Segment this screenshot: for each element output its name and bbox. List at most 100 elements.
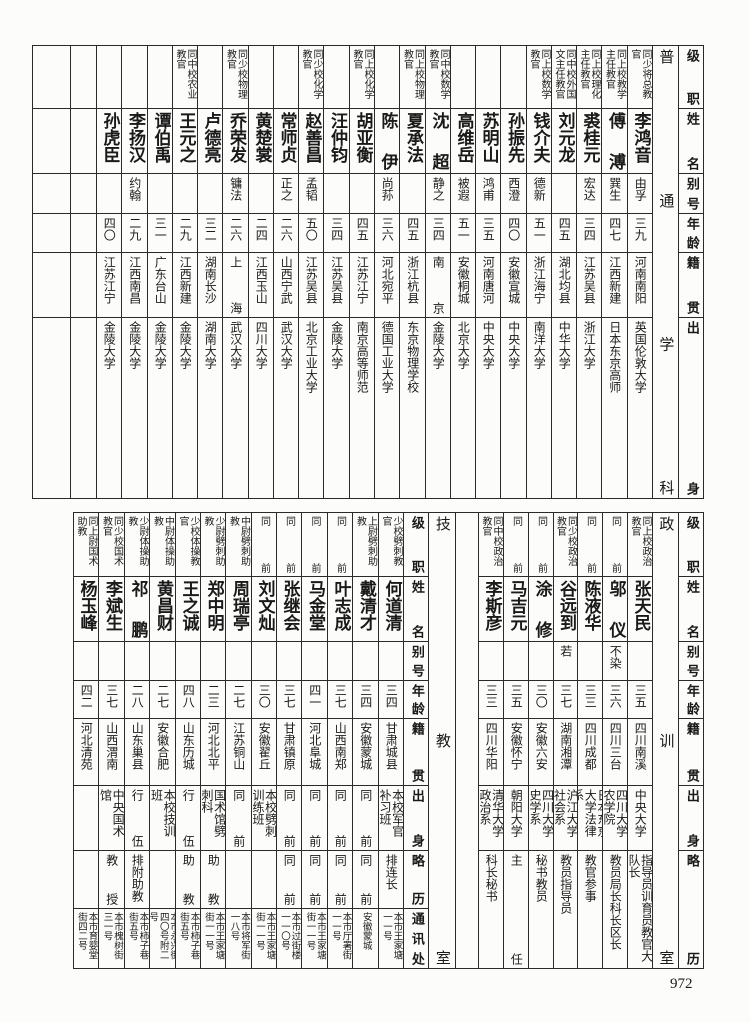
alias-cell: [197, 173, 223, 214]
native-place-cell: 江苏吴县: [576, 252, 602, 318]
name-cell: 何道清: [378, 576, 404, 642]
rank-cell-text: 少校劈刺教官: [380, 516, 402, 566]
education-cell-text: 武汉大学: [279, 321, 294, 369]
education-cell-text: 日本东京大学法律系: [577, 789, 603, 837]
name-cell: 赵善昌: [298, 108, 324, 174]
education-cell: 英国伦敦大学: [627, 317, 653, 499]
rank-cell: 少校劈刺教官: [378, 512, 404, 577]
empty-cell: [70, 213, 97, 253]
history-cell-text: 助教: [181, 854, 196, 905]
native-place-cell: 湖南湘潭: [553, 718, 578, 786]
section-title-text: 普通学科: [657, 49, 676, 495]
native-place-cell: 四川华阳: [478, 718, 504, 786]
rank-cell: [273, 45, 299, 109]
history-cell-text: 教员局长科长区长: [608, 854, 623, 950]
alias-cell: 宏达: [576, 173, 602, 214]
address-cell-text: 本市王家塘街一一号: [203, 912, 225, 960]
education-cell: 武汉大学: [222, 317, 249, 499]
age-cell-text: 三四: [384, 684, 399, 708]
name-cell-text: 夏承法: [403, 112, 423, 163]
age-cell: 三六: [602, 680, 628, 719]
native-place-cell-text: 湖南长沙: [203, 256, 218, 304]
empty-cell: [32, 108, 71, 174]
header-alias: 别号: [678, 641, 704, 681]
education-cell-text: 行伍: [130, 789, 145, 847]
native-place-cell: 浙江海宁: [526, 252, 552, 318]
header-native-place: 籍贯: [403, 718, 429, 786]
rank-cell-text: 同上校理化主任教官: [578, 49, 600, 99]
native-place-cell: 湖南长沙: [197, 252, 223, 318]
header-alias-text: 别号: [408, 645, 424, 677]
history-cell: 排附助教: [124, 850, 150, 909]
header-name: 姓名: [678, 108, 704, 174]
education-cell: 四川大学农学院: [602, 785, 628, 851]
alias-cell-text: 尚荪: [380, 177, 395, 201]
education-cell-text: 北京工业大学: [304, 321, 319, 393]
alias-cell: 正之: [273, 173, 299, 214]
education-cell: 四川大学: [248, 317, 274, 499]
native-place-cell: 江西新建: [601, 252, 628, 318]
education-cell: 朝阳大学: [503, 785, 529, 851]
rank-cell-text: 少尉劈刺助教: [202, 516, 224, 566]
education-cell: 同前: [352, 785, 379, 851]
age-cell-text: 二六: [279, 217, 294, 241]
rank-cell-text: 同上校化学教官: [351, 49, 373, 99]
name-cell: 戴清才: [352, 576, 379, 642]
section-title-text: 技教室: [433, 516, 452, 965]
age-cell-text: 三一: [153, 217, 168, 241]
alias-cell: [200, 641, 226, 681]
age-cell: 三六: [374, 213, 400, 253]
name-cell: 常师贞: [273, 108, 299, 174]
empty-cell: [70, 252, 97, 318]
alias-cell: [251, 641, 277, 681]
rank-cell: 同中校外国文主任教官: [551, 45, 577, 109]
native-place-cell-text: 山西渭南: [104, 722, 119, 770]
native-place-cell-text: 安徽合肥: [155, 722, 170, 770]
education-cell-text: 金陵大学: [102, 321, 117, 369]
history-cell: 助教: [175, 850, 201, 909]
name-cell: 孙振先: [500, 108, 527, 174]
education-cell-text: 日本东京高师: [607, 321, 622, 393]
history-cell-text: 排连长: [384, 854, 399, 890]
section-title: 普通学科: [652, 45, 679, 499]
alias-cell: [96, 173, 122, 214]
education-cell-text: 金陵大学: [153, 321, 168, 369]
native-place-cell-text: 甘肃城县: [384, 722, 399, 770]
name-cell: 谭伯禹: [147, 108, 173, 174]
age-cell-text: 三六: [608, 684, 623, 708]
rank-cell: 同前: [301, 512, 328, 577]
education-cell-text: 沪江大学社会系: [553, 789, 578, 837]
header-address-text: 通讯处: [408, 912, 424, 965]
native-place-cell-text: 甘肃镇原: [282, 722, 297, 770]
native-place-cell: 山东巢县: [124, 718, 150, 786]
alias-cell: [301, 641, 328, 681]
name-cell-text: 钱介夫: [529, 112, 550, 163]
education-cell: 中央国术馆: [98, 785, 125, 851]
education-cell: 行伍: [175, 785, 201, 851]
rank-cell: 同前: [528, 512, 554, 577]
native-place-cell: 安徽怀宁: [503, 718, 529, 786]
header-name: 姓名: [678, 576, 704, 642]
education-cell-text: 四川大学史学系: [528, 789, 554, 837]
age-cell-text: 三四: [431, 217, 446, 241]
education-cell-text: 浙江大学: [582, 321, 597, 369]
header-education: 出身: [678, 317, 704, 499]
address-cell-text: 本市柿子巷街五号: [178, 912, 200, 960]
age-cell-text: 三七: [104, 684, 119, 708]
education-cell-text: 中央大学: [506, 321, 521, 369]
header-age: 年龄: [678, 680, 704, 719]
alias-cell-text: 西澄: [506, 177, 521, 201]
age-cell-text: 五〇: [304, 217, 319, 241]
alias-cell-text: 巽生: [607, 177, 622, 201]
education-cell-text: 朝阳大学: [509, 789, 524, 837]
section-title-text: 政训室: [657, 516, 676, 965]
age-cell-text: 三六: [380, 217, 395, 241]
history-cell-text: 同前: [333, 854, 348, 905]
native-place-cell: 安徽宣城: [500, 252, 527, 318]
address-cell: 本市永兴街四〇号附二号: [149, 908, 176, 969]
name-cell-text: 郑中明: [203, 580, 224, 631]
alias-cell: [73, 641, 99, 681]
age-cell-text: 二七: [231, 684, 246, 708]
name-cell-text: 李斌生: [102, 580, 122, 631]
age-cell-text: 二四: [254, 217, 269, 241]
